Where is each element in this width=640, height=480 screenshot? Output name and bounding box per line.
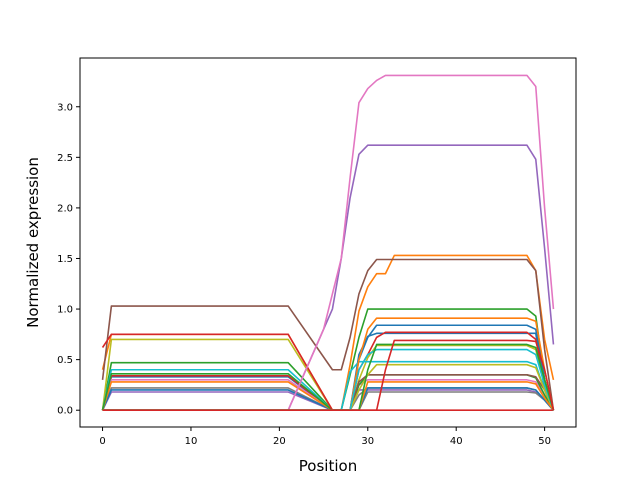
y-axis-ticks: 0.0 0.5 1.0 1.5 2.0 2.5 3.0: [57, 102, 80, 417]
y-tick-label: 1.5: [57, 254, 73, 265]
y-tick-label: 0.5: [57, 355, 73, 366]
x-axis-label: Position: [299, 457, 357, 475]
x-tick-label: 50: [538, 436, 551, 447]
y-tick-label: 1.0: [57, 305, 73, 316]
series-line-12: [101, 317, 555, 412]
series-line-24: [102, 339, 555, 412]
x-tick-label: 20: [273, 436, 286, 447]
series-layer: [101, 74, 555, 412]
y-tick-label: 3.0: [57, 102, 73, 113]
y-axis-label: Normalized expression: [24, 157, 42, 328]
series-line-10: [101, 360, 555, 412]
y-tick-label: 2.0: [57, 203, 73, 214]
x-tick-label: 10: [185, 436, 198, 447]
x-tick-label: 40: [450, 436, 463, 447]
series-line-17: [102, 74, 555, 412]
series-line-6: [101, 258, 555, 411]
plot-frame: [79, 57, 577, 428]
y-tick-label: 2.5: [57, 153, 73, 164]
x-axis-ticks: 0 10 20 30 40 50: [99, 427, 551, 447]
x-tick-label: 0: [99, 436, 105, 447]
x-tick-label: 30: [361, 436, 374, 447]
y-tick-label: 0.0: [57, 406, 73, 417]
